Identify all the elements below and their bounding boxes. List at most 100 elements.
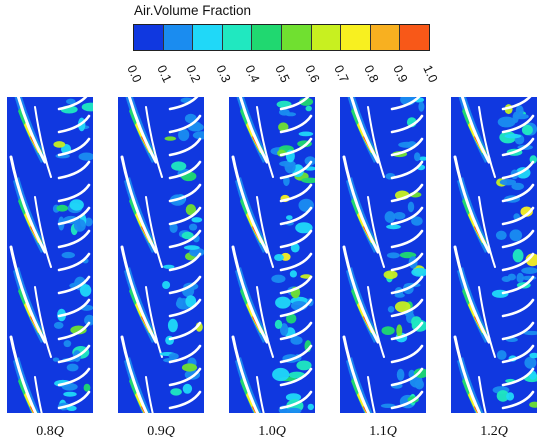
impeller-blade (168, 252, 202, 272)
air-pocket (387, 306, 395, 313)
impeller-blade (390, 114, 424, 134)
guide-vane-blade (34, 196, 52, 268)
air-pocket (61, 383, 78, 391)
panel-label-0.8q: 0.8Q (7, 424, 93, 440)
panel-label-number: 1.1 (369, 424, 387, 439)
impeller-blade (501, 160, 535, 180)
impeller-blade (390, 275, 424, 295)
impeller-blade (279, 229, 313, 249)
colorbar-tick: 0.1 (154, 63, 175, 85)
guide-vane-blade (145, 106, 163, 178)
air-pocket (182, 383, 193, 394)
guide-vane-blade (256, 286, 274, 358)
impeller-blade (390, 344, 424, 364)
impeller-blade (168, 321, 202, 341)
impeller-blade (168, 390, 202, 410)
air-pocket (513, 113, 529, 120)
impeller-blade (57, 252, 91, 272)
air-pocket (162, 264, 175, 269)
colorbar-segment (370, 25, 401, 50)
colorbar-segment (400, 25, 429, 50)
air-pocket (83, 383, 91, 392)
air-pocket (523, 330, 537, 336)
colorbar-tick: 1.0 (420, 63, 441, 85)
air-pocket (192, 131, 204, 140)
colorbar-segment (341, 25, 371, 50)
impeller-blade (501, 275, 535, 295)
air-pocket (285, 112, 297, 117)
air-pocket (414, 152, 421, 162)
air-pocket (169, 222, 178, 233)
air-pocket (185, 204, 197, 216)
air-pocket (418, 101, 425, 112)
air-pocket (189, 223, 198, 231)
colorbar-segment (281, 25, 312, 50)
guide-vane-blade (342, 245, 380, 344)
guide-vane-blade (478, 286, 496, 358)
impeller-blade (390, 298, 424, 318)
impeller-blade (168, 137, 202, 157)
air-pocket (495, 230, 507, 240)
air-pocket (66, 98, 76, 105)
air-pocket (289, 270, 297, 278)
guide-vane-blade (120, 335, 149, 413)
air-pocket (396, 368, 405, 381)
colorbar-tick: 0.6 (302, 63, 323, 85)
impeller-blade (168, 344, 202, 364)
legend-title: Air.Volume Fraction (134, 3, 252, 18)
panel-label-number: 0.8 (36, 424, 54, 439)
panel-label-1.2q: 1.2Q (451, 424, 537, 440)
air-pocket (305, 105, 312, 112)
colorbar-segment (311, 25, 342, 50)
contour-panel-1.2q (451, 97, 537, 413)
air-pocket (414, 379, 424, 390)
impeller-blade (501, 367, 535, 387)
air-pocket (290, 336, 303, 345)
guide-vane-blade (145, 376, 154, 413)
air-pocket (168, 353, 179, 360)
air-pocket (304, 156, 315, 166)
impeller-blade (57, 114, 91, 134)
impeller-blade (279, 298, 313, 318)
air-pocket (384, 211, 396, 223)
impeller-blade (501, 183, 535, 203)
air-pocket (53, 321, 64, 329)
air-pocket (411, 316, 422, 328)
air-pocket (411, 267, 426, 277)
air-pocket (183, 245, 200, 250)
impeller-blade (390, 183, 424, 203)
contour-panel-1.1q (340, 97, 426, 413)
air-pocket (525, 253, 537, 267)
air-pocket (275, 296, 291, 309)
panel-label-unit: Q (275, 424, 286, 439)
contour-panel-1.0q (229, 97, 315, 413)
impeller-blade (501, 298, 535, 318)
air-pocket (511, 182, 524, 191)
guide-vane-blade (342, 335, 371, 413)
air-pocket (407, 201, 415, 213)
air-pocket (529, 155, 537, 164)
guide-vane-blade (349, 97, 380, 164)
impeller-blade (390, 252, 424, 272)
colorbar-tick: 0.9 (390, 63, 411, 85)
contour-plot (451, 97, 537, 413)
impeller-blade (57, 183, 91, 203)
impeller-blade (279, 160, 313, 180)
air-pocket (383, 270, 398, 279)
guide-vane-blade (9, 245, 47, 344)
air-pocket (66, 363, 79, 372)
impeller-blade (57, 206, 91, 226)
air-pocket (301, 177, 315, 184)
guide-vane-blade (34, 286, 52, 358)
air-pocket (171, 161, 187, 171)
air-pocket (286, 313, 297, 324)
colorbar-segment (193, 25, 223, 50)
impeller-blade (57, 321, 91, 341)
impeller-blade (390, 390, 424, 410)
impeller-blade (279, 183, 313, 203)
air-pocket (290, 243, 300, 253)
air-pocket (507, 273, 516, 281)
guide-vane-blade (367, 196, 385, 268)
panel-label-unit: Q (53, 424, 64, 439)
air-pocket (504, 133, 522, 139)
